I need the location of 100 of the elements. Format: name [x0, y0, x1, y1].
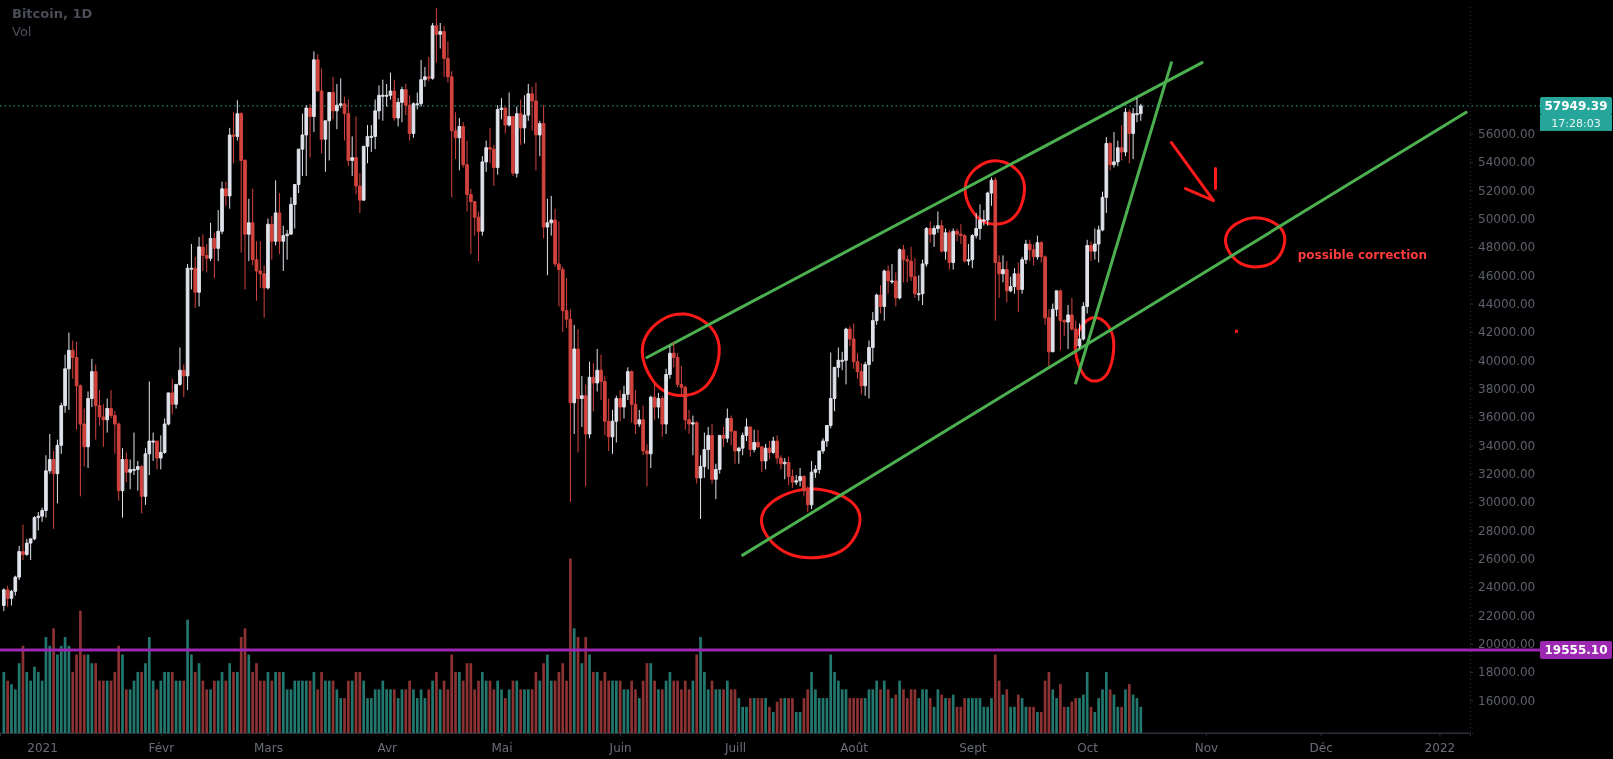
bar [320, 671, 323, 733]
candlestick [434, 7, 439, 64]
candlestick [193, 256, 198, 309]
candlestick [277, 192, 282, 255]
candlestick [541, 104, 546, 239]
candlestick [576, 328, 580, 453]
candlestick [51, 450, 56, 530]
bar [10, 684, 13, 733]
candlestick [1119, 124, 1124, 161]
candlestick [170, 378, 175, 415]
candlestick [124, 451, 129, 483]
candlestick [572, 324, 577, 435]
y-tick-label: 18000.00 [1478, 665, 1536, 680]
bar [894, 694, 898, 733]
bar [25, 671, 29, 733]
bar [193, 671, 197, 733]
candlestick [955, 227, 959, 242]
candlestick [844, 327, 848, 385]
candlestick [201, 233, 205, 272]
bar [503, 698, 507, 733]
y-tick-label: 36000.00 [1478, 410, 1536, 425]
bar [232, 671, 235, 733]
bar [859, 698, 863, 733]
candlestick [951, 227, 956, 271]
candlestick [518, 99, 523, 146]
y-tick-label: 32000.00 [1478, 467, 1536, 481]
candlestick [426, 56, 431, 82]
bar [695, 654, 699, 733]
bar [182, 680, 186, 733]
bar [561, 663, 565, 733]
x-tick-label: Juin [608, 741, 632, 756]
x-tick-label: Févr [148, 741, 175, 756]
bar [147, 637, 151, 733]
bar [683, 680, 687, 733]
y-tick-label: 24000.00 [1478, 580, 1536, 595]
bar [435, 671, 438, 733]
candlestick [197, 236, 201, 307]
candlestick [721, 426, 726, 448]
bar [951, 694, 955, 733]
bar [324, 680, 327, 733]
candlestick [725, 407, 730, 443]
candlestick [1127, 108, 1132, 164]
bar [614, 680, 618, 733]
bar [362, 680, 366, 733]
bar [611, 680, 614, 733]
candlestick [1031, 243, 1036, 266]
candlestick [1089, 240, 1093, 262]
bar [186, 619, 189, 733]
candlestick [1004, 260, 1009, 303]
bar [431, 680, 434, 733]
bar [427, 689, 431, 733]
bar [768, 706, 771, 733]
y-tick-label: 16000.00 [1478, 693, 1536, 708]
candlestick [312, 50, 316, 133]
candlestick [1, 587, 6, 612]
candlestick [430, 22, 435, 81]
candlestick [212, 232, 217, 279]
candlestick [93, 364, 98, 441]
bar [278, 671, 281, 733]
candlestick [308, 103, 312, 159]
bar [301, 680, 304, 733]
candlestick [583, 383, 588, 487]
bar [974, 698, 978, 733]
bar [637, 698, 641, 733]
bar [810, 671, 813, 733]
bar [438, 689, 442, 733]
bar [523, 689, 526, 733]
bar [971, 698, 974, 733]
bar [967, 698, 970, 733]
candlestick [537, 120, 542, 157]
text: 17:28:03 [1551, 116, 1601, 130]
bar [630, 680, 633, 733]
bar [526, 689, 530, 733]
bar [726, 680, 729, 733]
chart-title: Bitcoin, 1D [12, 6, 93, 21]
x-tick-label: Nov [1194, 741, 1219, 756]
candlestick [660, 395, 665, 438]
bar [1005, 689, 1009, 733]
ref-line-label: 57949.39 [1544, 99, 1608, 114]
bar [898, 680, 901, 733]
candlestick [1066, 304, 1070, 350]
bar [745, 706, 748, 733]
bar [649, 663, 653, 733]
candlestick [928, 220, 933, 244]
candlestick [993, 176, 998, 322]
x-tick-label: Oct [1077, 741, 1099, 756]
candlestick [763, 443, 768, 470]
candlestick [637, 409, 642, 428]
candlestick [231, 111, 236, 164]
x-tick-label: Mai [491, 741, 513, 756]
y-tick-label: 28000.00 [1478, 523, 1536, 538]
bar [293, 680, 297, 733]
bar [569, 558, 572, 733]
candlestick [304, 104, 309, 177]
candlestick [897, 247, 902, 300]
candlestick [1012, 267, 1017, 295]
bar [1104, 671, 1108, 733]
bar [875, 680, 878, 733]
x-tick-label: 2021 [27, 741, 58, 756]
candlestick [978, 203, 982, 241]
